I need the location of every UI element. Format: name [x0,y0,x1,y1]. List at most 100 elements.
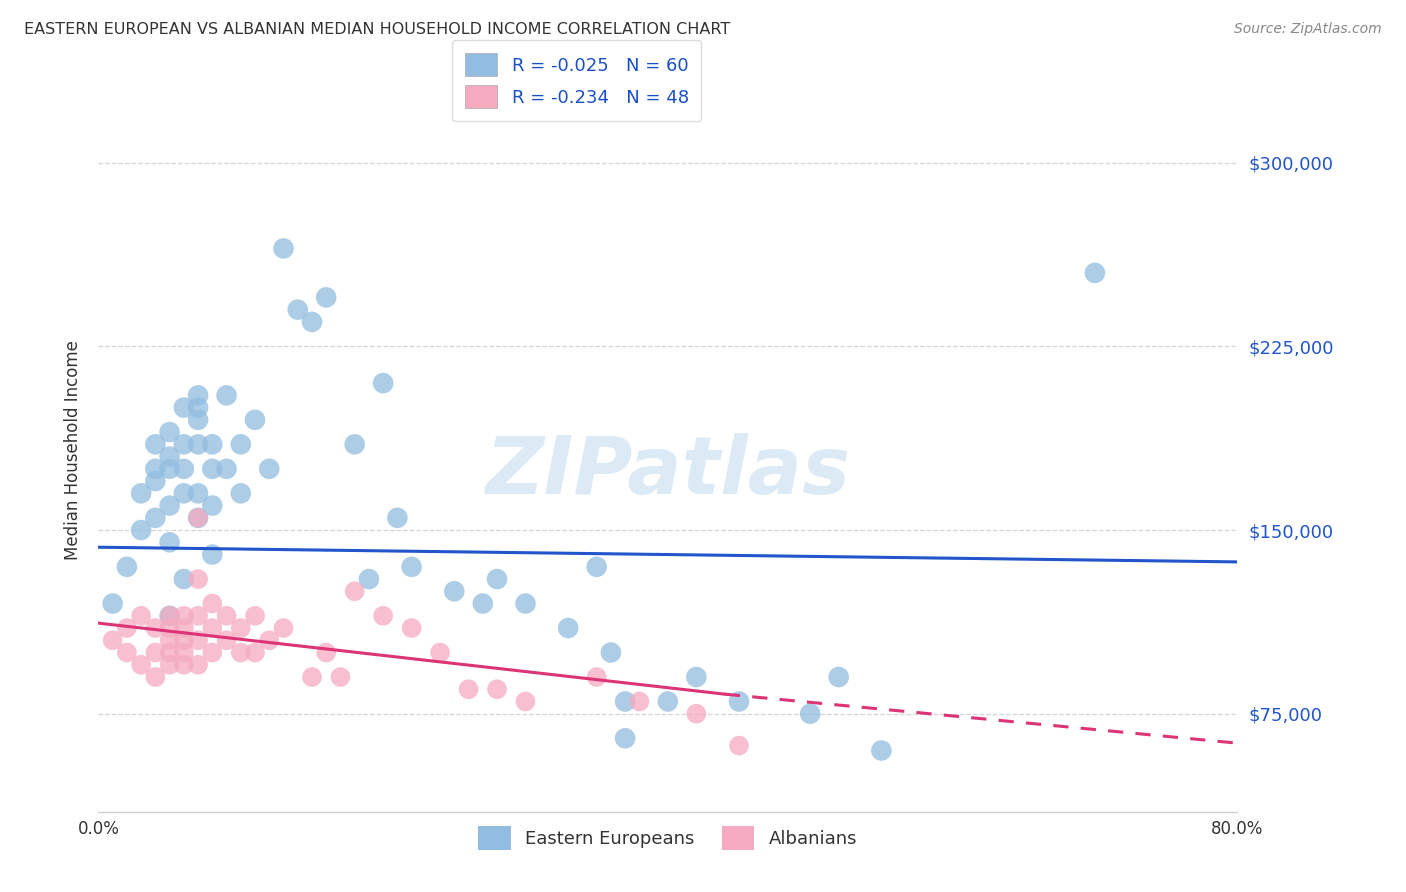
Point [614,694,637,708]
Point [201,462,224,476]
Point [159,425,181,439]
Point [173,462,195,476]
Point [229,621,252,635]
Point [201,437,224,451]
Text: ZIPatlas: ZIPatlas [485,434,851,511]
Point [301,670,323,684]
Point [315,646,337,660]
Point [187,486,209,500]
Text: Source: ZipAtlas.com: Source: ZipAtlas.com [1234,22,1382,37]
Y-axis label: Median Household Income: Median Household Income [63,341,82,560]
Point [187,401,209,415]
Point [600,646,623,660]
Point [115,559,138,574]
Point [201,621,224,635]
Point [129,523,152,537]
Point [1084,266,1107,280]
Point [159,657,181,672]
Point [201,499,224,513]
Point [585,559,607,574]
Point [159,535,181,549]
Point [373,376,395,390]
Point [173,633,195,648]
Point [215,633,238,648]
Point [471,597,494,611]
Point [187,608,209,623]
Point [129,486,152,500]
Point [173,646,195,660]
Point [243,646,266,660]
Point [145,511,167,525]
Point [728,694,751,708]
Legend: Eastern Europeans, Albanians: Eastern Europeans, Albanians [471,819,865,857]
Point [215,388,238,402]
Point [685,706,707,721]
Point [343,437,366,451]
Point [259,462,281,476]
Text: EASTERN EUROPEAN VS ALBANIAN MEDIAN HOUSEHOLD INCOME CORRELATION CHART: EASTERN EUROPEAN VS ALBANIAN MEDIAN HOUS… [24,22,730,37]
Point [685,670,707,684]
Point [870,743,893,757]
Point [159,450,181,464]
Point [457,682,479,697]
Point [301,315,323,329]
Point [159,462,181,476]
Point [159,646,181,660]
Point [187,572,209,586]
Point [343,584,366,599]
Point [173,572,195,586]
Point [229,646,252,660]
Point [401,559,423,574]
Point [129,657,152,672]
Point [315,290,337,304]
Point [201,597,224,611]
Point [187,511,209,525]
Point [401,621,423,635]
Point [229,437,252,451]
Point [728,739,751,753]
Point [101,597,124,611]
Point [486,682,509,697]
Point [159,499,181,513]
Point [515,694,537,708]
Point [173,657,195,672]
Point [159,621,181,635]
Point [145,437,167,451]
Point [173,608,195,623]
Point [243,413,266,427]
Point [799,706,821,721]
Point [357,572,380,586]
Point [187,413,209,427]
Point [273,621,295,635]
Point [259,633,281,648]
Point [187,388,209,402]
Point [215,462,238,476]
Point [115,646,138,660]
Point [173,437,195,451]
Point [329,670,352,684]
Point [287,302,309,317]
Point [201,646,224,660]
Point [173,486,195,500]
Point [373,608,395,623]
Point [187,437,209,451]
Point [173,621,195,635]
Point [585,670,607,684]
Point [145,670,167,684]
Point [614,731,637,746]
Point [187,511,209,525]
Point [229,486,252,500]
Point [145,646,167,660]
Point [187,657,209,672]
Point [828,670,851,684]
Point [145,621,167,635]
Point [443,584,465,599]
Point [187,633,209,648]
Point [129,608,152,623]
Point [215,608,238,623]
Point [101,633,124,648]
Point [628,694,651,708]
Point [557,621,579,635]
Point [173,401,195,415]
Point [159,608,181,623]
